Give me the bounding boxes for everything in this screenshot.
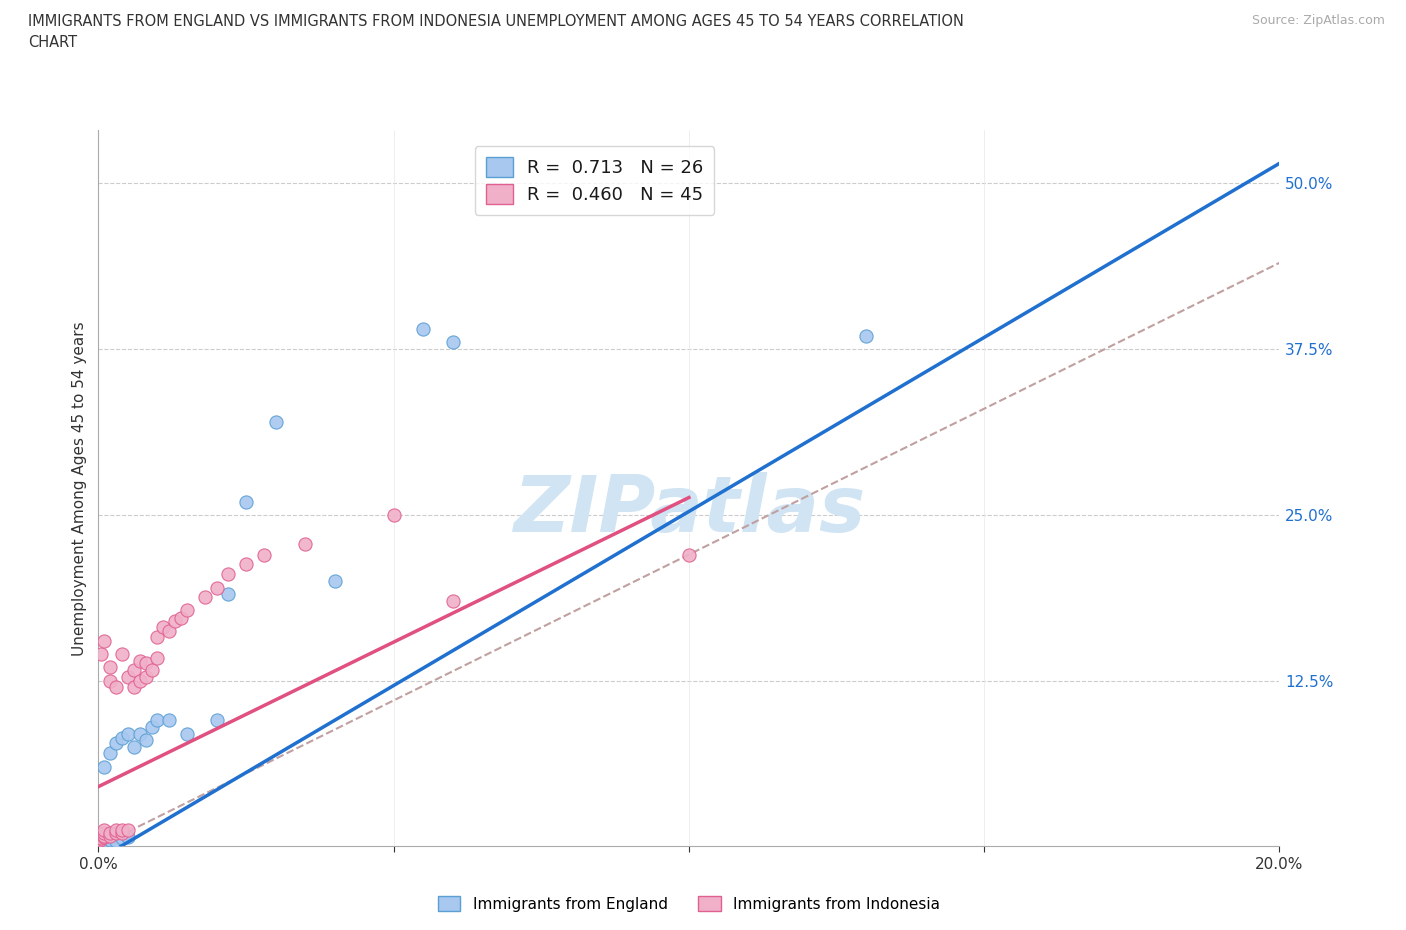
- Point: [135, 656, 157, 671]
- Point: [111, 826, 134, 841]
- Point: [93, 835, 115, 850]
- Point: [89, 830, 111, 845]
- Point: [122, 680, 145, 695]
- Point: [135, 669, 157, 684]
- Point: [98, 746, 121, 761]
- Point: [98, 826, 121, 841]
- Point: [105, 826, 128, 841]
- Point: [412, 322, 434, 337]
- Point: [294, 537, 316, 551]
- Point: [157, 713, 180, 728]
- Point: [93, 826, 115, 841]
- Point: [111, 830, 134, 845]
- Point: [165, 614, 187, 629]
- Point: [105, 833, 128, 848]
- Point: [235, 494, 257, 509]
- Point: [141, 720, 163, 735]
- Point: [90, 830, 112, 845]
- Point: [111, 730, 134, 745]
- Text: Source: ZipAtlas.com: Source: ZipAtlas.com: [1251, 14, 1385, 27]
- Point: [146, 713, 169, 728]
- Legend: R =  0.713   N = 26, R =  0.460   N = 45: R = 0.713 N = 26, R = 0.460 N = 45: [475, 146, 714, 215]
- Point: [105, 680, 128, 695]
- Point: [176, 726, 198, 741]
- Point: [128, 653, 150, 668]
- Point: [855, 328, 877, 343]
- Point: [93, 829, 115, 844]
- Point: [93, 830, 115, 844]
- Point: [105, 823, 128, 838]
- Point: [105, 736, 128, 751]
- Point: [141, 662, 163, 677]
- Point: [93, 823, 115, 838]
- Text: ZIPatlas: ZIPatlas: [513, 472, 865, 548]
- Point: [89, 832, 111, 847]
- Point: [111, 646, 134, 661]
- Point: [382, 508, 405, 523]
- Point: [678, 547, 700, 562]
- Point: [217, 587, 239, 602]
- Point: [90, 646, 112, 661]
- Point: [122, 662, 145, 677]
- Point: [93, 633, 115, 648]
- Point: [93, 759, 115, 774]
- Point: [264, 415, 287, 430]
- Point: [253, 547, 276, 562]
- Point: [90, 830, 112, 844]
- Point: [111, 823, 134, 838]
- Point: [152, 620, 174, 635]
- Point: [205, 713, 228, 728]
- Point: [205, 580, 228, 595]
- Point: [98, 660, 121, 675]
- Point: [146, 630, 169, 644]
- Point: [170, 611, 193, 626]
- Point: [323, 574, 346, 589]
- Point: [217, 567, 239, 582]
- Point: [128, 673, 150, 688]
- Point: [441, 593, 464, 608]
- Point: [146, 651, 169, 666]
- Point: [90, 832, 112, 847]
- Point: [157, 624, 180, 639]
- Point: [194, 590, 217, 604]
- Point: [128, 726, 150, 741]
- Point: [117, 669, 139, 684]
- Point: [235, 556, 257, 571]
- Legend: Immigrants from England, Immigrants from Indonesia: Immigrants from England, Immigrants from…: [432, 889, 946, 918]
- Point: [117, 726, 139, 741]
- Point: [98, 829, 121, 844]
- Point: [98, 832, 121, 847]
- Point: [176, 603, 198, 618]
- Point: [135, 733, 157, 748]
- Y-axis label: Unemployment Among Ages 45 to 54 years: Unemployment Among Ages 45 to 54 years: [72, 321, 87, 656]
- Point: [122, 739, 145, 754]
- Point: [441, 335, 464, 350]
- Point: [98, 673, 121, 688]
- Point: [117, 823, 139, 838]
- Point: [117, 830, 139, 844]
- Text: IMMIGRANTS FROM ENGLAND VS IMMIGRANTS FROM INDONESIA UNEMPLOYMENT AMONG AGES 45 : IMMIGRANTS FROM ENGLAND VS IMMIGRANTS FR…: [28, 14, 965, 50]
